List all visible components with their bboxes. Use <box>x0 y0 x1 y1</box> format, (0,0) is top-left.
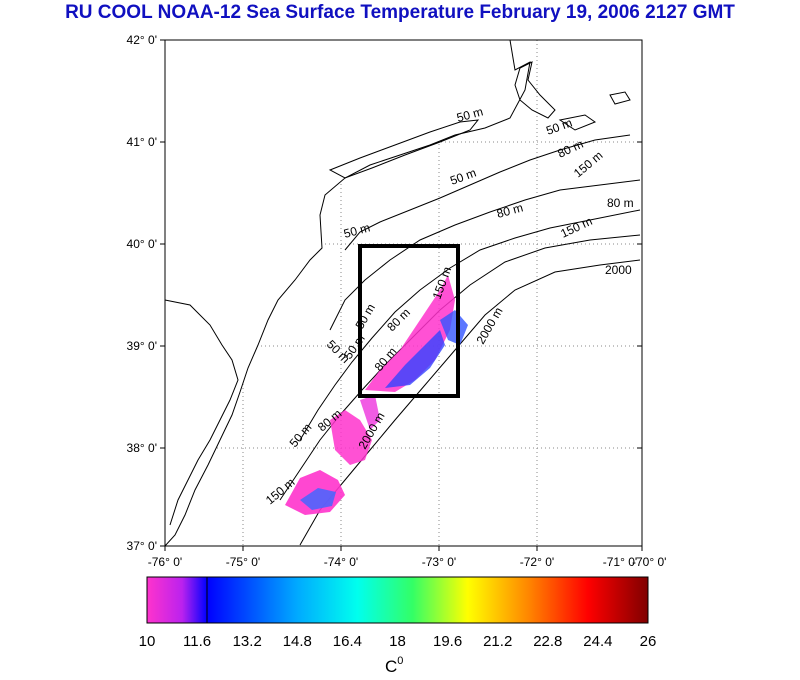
colorbar-tick-label: 16.4 <box>333 633 362 650</box>
colorbar-tick-label: 22.8 <box>533 633 562 650</box>
contour-label: 50 m <box>342 220 371 240</box>
colorbar-tick-label: 19.6 <box>433 633 462 650</box>
contour-label: 50 m <box>455 104 484 124</box>
colorbar-tick-label: 26 <box>640 633 657 650</box>
colorbar-tick-label: 14.8 <box>283 633 312 650</box>
lat-label: 42° 0' <box>127 33 157 47</box>
contour-label: 80 m <box>607 196 634 210</box>
colorbar-unit: C0 <box>385 655 403 676</box>
map-border <box>164 39 643 547</box>
lon-label: -73° 0' <box>422 555 456 569</box>
lat-label: 41° 0' <box>127 135 157 149</box>
tick-marks <box>160 39 643 551</box>
lon-label: -76° 0' <box>148 555 182 569</box>
longitude-labels: -76° 0' -75° 0' -74° 0' -73° 0' -72° 0' … <box>148 555 667 569</box>
sst-data <box>285 275 468 515</box>
bay-coastline <box>164 299 239 526</box>
cape-cod <box>514 61 556 119</box>
islands <box>558 91 631 131</box>
colorbar-tick-label: 18 <box>389 633 406 650</box>
colorbar-tick-label: 10 <box>139 633 156 650</box>
lat-label: 39° 0' <box>127 339 157 353</box>
sst-patch <box>440 310 468 345</box>
lat-label: 38° 0' <box>127 441 157 455</box>
lat-label: 37° 0' <box>127 539 157 553</box>
lon-label: -72° 0' <box>520 555 554 569</box>
lon-label: -75° 0' <box>226 555 260 569</box>
lat-label: 40° 0' <box>127 237 157 251</box>
colorbar <box>146 576 649 624</box>
sst-patch <box>365 275 455 392</box>
lon-label: -74° 0' <box>324 555 358 569</box>
lon-label: -71° 0' <box>603 555 637 569</box>
colorbar-tick-label: 24.4 <box>583 633 612 650</box>
colorbar-tick-label: 13.2 <box>233 633 262 650</box>
sst-patch <box>385 330 445 388</box>
colorbar-labels: 10 11.6 13.2 14.8 16.4 18 19.6 21.2 22.8 24.4 26 <box>139 633 657 650</box>
contour-label: 80 m <box>495 200 524 220</box>
latitude-labels: 42° 0' 41° 0' 40° 0' 39° 0' 38° 0' 37° 0… <box>127 33 157 553</box>
subset-box <box>358 244 460 398</box>
sst-patch <box>360 395 380 430</box>
colorbar-tick-label: 21.2 <box>483 633 512 650</box>
lon-label: -70° 0' <box>632 555 666 569</box>
contour-label: 2000 <box>605 263 632 277</box>
long-island <box>328 119 480 179</box>
sst-patch <box>300 488 336 510</box>
land-mass <box>164 39 531 548</box>
sst-patch <box>330 410 372 465</box>
colorbar-tick-label: 11.6 <box>183 633 211 650</box>
map-title: RU COOL NOAA-12 Sea Surface Temperature … <box>65 2 735 23</box>
